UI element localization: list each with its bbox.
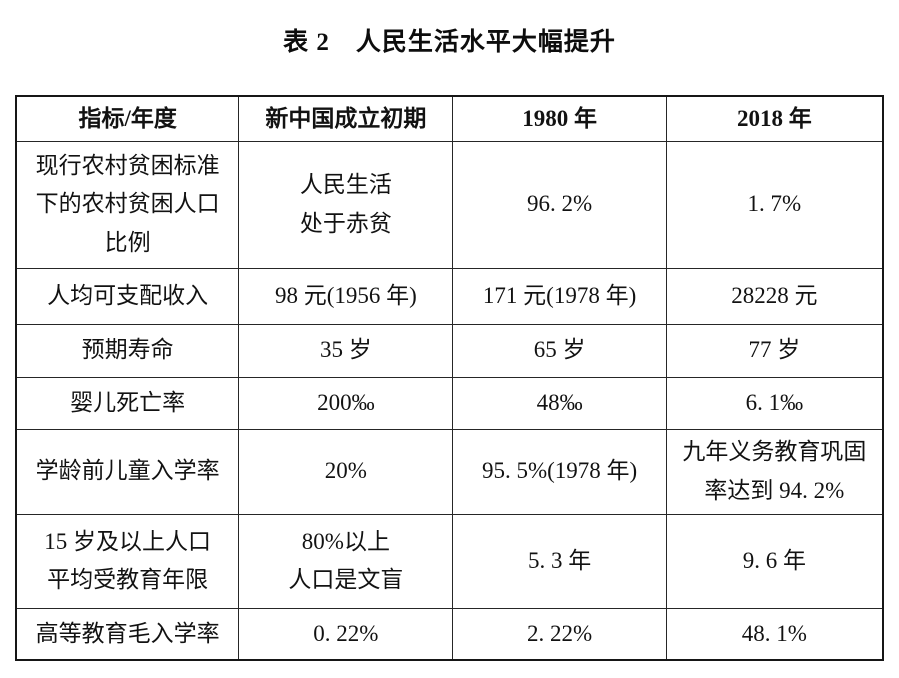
table-row: 现行农村贫困标准 下的农村贫困人口 比例 人民生活 处于赤贫 96. 2% 1.… [15,140,884,269]
table-cell: 200‰ [238,376,454,430]
table-cell: 人民生活 处于赤贫 [238,140,454,269]
table-title: 表 2 人民生活水平大幅提升 [283,29,616,56]
table-cell: 48‰ [452,376,667,430]
table-cell: 九年义务教育巩固 率达到 94. 2% [665,428,884,515]
column-header-2018: 2018 年 [665,95,884,142]
column-header-1980: 1980 年 [452,95,667,142]
table-row: 学龄前儿童入学率 20% 95. 5%(1978 年) 九年义务教育巩固 率达到… [15,428,884,515]
header-row: 指标/年度 新中国成立初期 1980 年 2018 年 [15,95,884,142]
column-header-early-prc: 新中国成立初期 [238,95,454,142]
table-cell: 48. 1% [665,607,884,661]
table-cell: 171 元(1978 年) [452,267,667,325]
table-row: 15 岁及以上人口 平均受教育年限 80%以上 人口是文盲 5. 3 年 9. … [15,513,884,609]
table-cell: 65 岁 [452,323,667,378]
table-cell: 1. 7% [665,140,884,269]
table-cell: 35 岁 [238,323,454,378]
row-label: 高等教育毛入学率 [15,607,240,661]
row-label: 预期寿命 [15,323,240,378]
table-row: 婴儿死亡率 200‰ 48‰ 6. 1‰ [15,376,884,430]
row-label: 学龄前儿童入学率 [15,428,240,515]
row-label: 婴儿死亡率 [15,376,240,430]
table-cell: 5. 3 年 [452,513,667,609]
row-label: 15 岁及以上人口 平均受教育年限 [15,513,240,609]
table-cell: 80%以上 人口是文盲 [238,513,454,609]
table-cell: 2. 22% [452,607,667,661]
table-cell: 0. 22% [238,607,454,661]
table-cell: 95. 5%(1978 年) [452,428,667,515]
table-row: 人均可支配收入 98 元(1956 年) 171 元(1978 年) 28228… [15,267,884,325]
table-cell: 77 岁 [665,323,884,378]
table-row: 高等教育毛入学率 0. 22% 2. 22% 48. 1% [15,607,884,661]
table-cell: 6. 1‰ [665,376,884,430]
table-row: 预期寿命 35 岁 65 岁 77 岁 [15,323,884,378]
row-label: 人均可支配收入 [15,267,240,325]
table-cell: 9. 6 年 [665,513,884,609]
row-label: 现行农村贫困标准 下的农村贫困人口 比例 [15,140,240,269]
table-cell: 28228 元 [665,267,884,325]
table-cell: 20% [238,428,454,515]
table-cell: 98 元(1956 年) [238,267,454,325]
table-cell: 96. 2% [452,140,667,269]
living-standards-table: 指标/年度 新中国成立初期 1980 年 2018 年 现行农村贫困标准 下的农… [15,95,884,661]
column-header-indicator: 指标/年度 [15,95,240,142]
